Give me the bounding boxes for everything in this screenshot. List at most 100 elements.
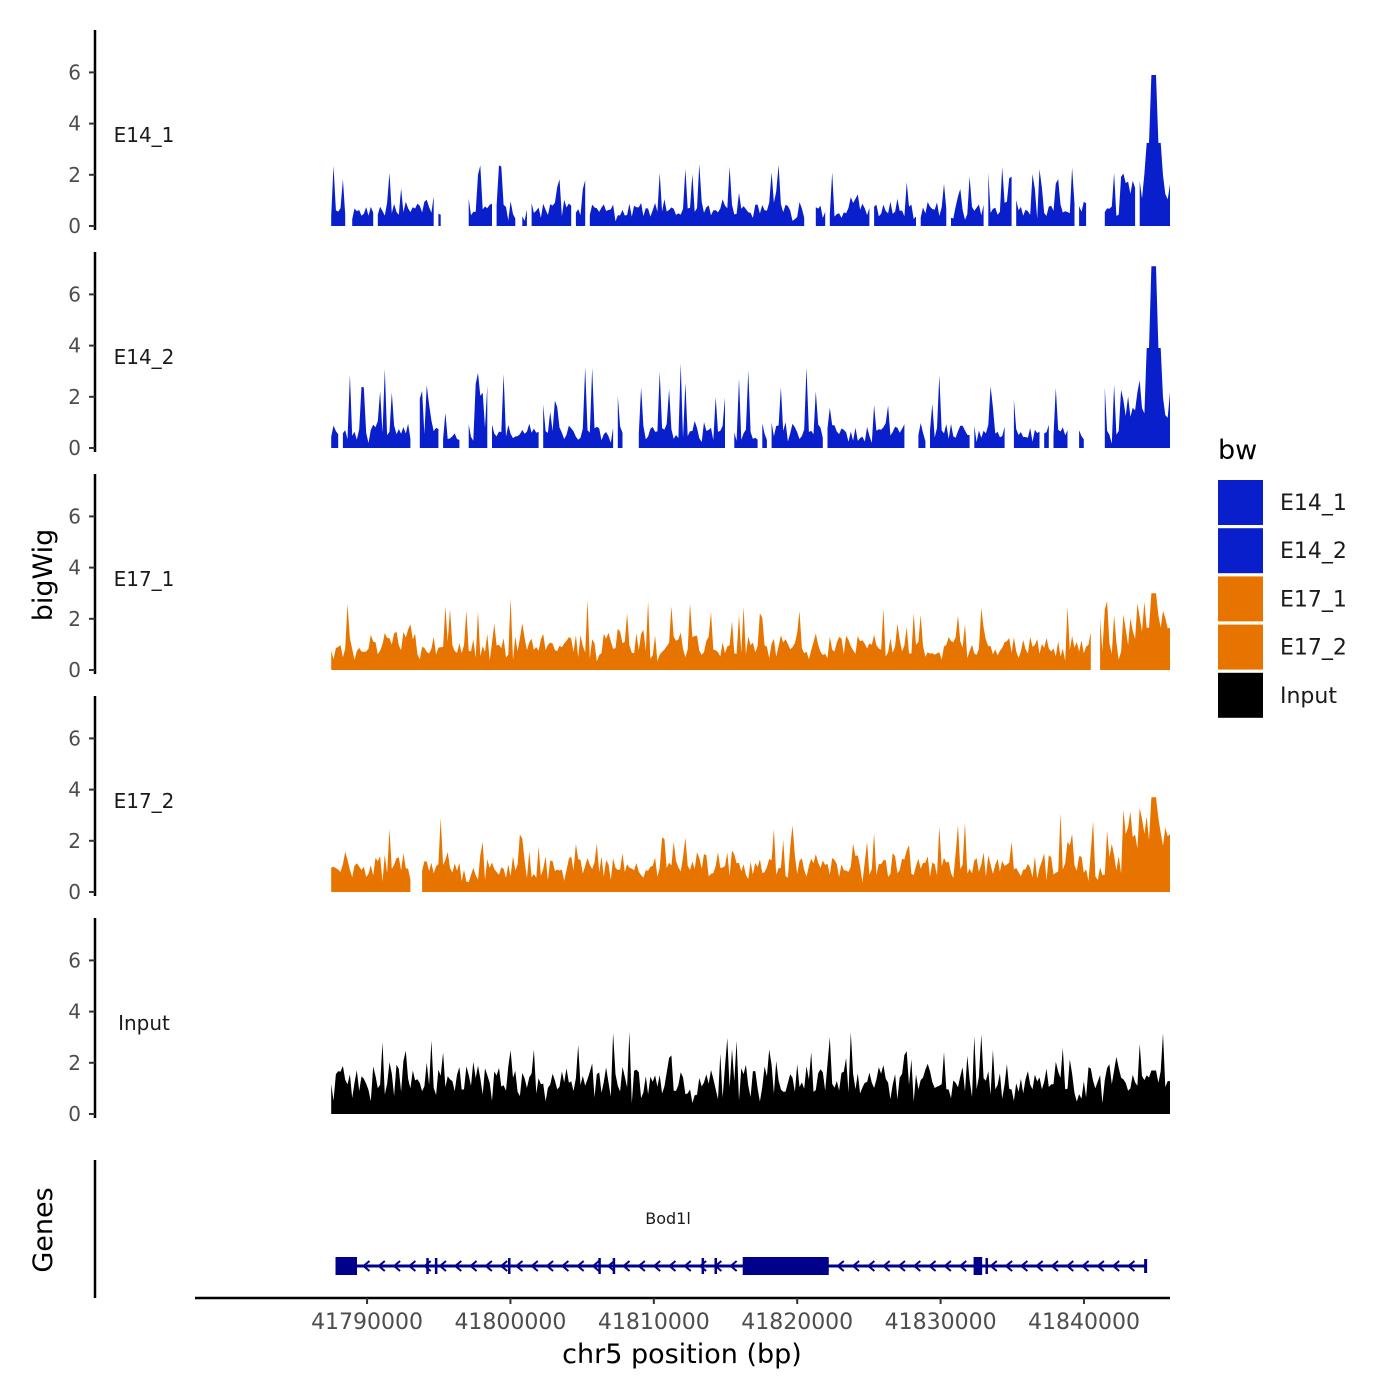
signal-area xyxy=(331,75,1170,226)
signal-area xyxy=(331,593,1170,670)
strand-arrow xyxy=(514,1260,524,1272)
strand-arrow xyxy=(1050,1260,1059,1272)
strand-arrow xyxy=(989,1260,998,1272)
legend-label: E14_1 xyxy=(1280,491,1347,516)
y-tick-label: 6 xyxy=(68,726,81,750)
signal-area xyxy=(331,1031,1170,1114)
x-tick-label: 41800000 xyxy=(454,1310,566,1335)
strand-arrow xyxy=(882,1260,891,1272)
legend-swatch xyxy=(1218,528,1263,574)
strand-arrow xyxy=(698,1260,707,1272)
strand-arrow xyxy=(545,1260,554,1272)
y-tick-label: 6 xyxy=(68,282,81,306)
strand-arrow xyxy=(499,1260,508,1272)
track-e17-2: 0 2 4 6 E17_2 xyxy=(68,696,1170,904)
y-tick-label: 4 xyxy=(68,1000,81,1024)
y-tick-label: 2 xyxy=(68,1051,81,1075)
strand-arrow xyxy=(622,1260,631,1272)
track-input: 0 2 4 6 Input xyxy=(68,918,1170,1126)
x-axis-title: chr5 position (bp) xyxy=(562,1339,802,1370)
strand-arrow xyxy=(484,1260,493,1272)
legend-swatch xyxy=(1218,624,1263,670)
strand-arrow xyxy=(1081,1260,1090,1272)
strand-arrow xyxy=(958,1260,967,1272)
y-tick-label: 2 xyxy=(68,385,81,409)
strand-arrow xyxy=(836,1260,845,1272)
track-label: Input xyxy=(118,1011,170,1035)
x-tick-label: 41790000 xyxy=(311,1310,423,1335)
gene-small-exon xyxy=(714,1258,717,1274)
gene-small-exon xyxy=(508,1258,511,1274)
strand-arrow xyxy=(377,1260,386,1272)
y-tick-label: 6 xyxy=(68,948,81,972)
y-tick-label: 0 xyxy=(68,214,81,238)
y-tick-label: 4 xyxy=(68,334,81,358)
strand-arrow xyxy=(361,1260,371,1272)
x-tick-label: 41830000 xyxy=(885,1310,997,1335)
gene-small-exon xyxy=(985,1258,988,1274)
gene-exon xyxy=(335,1257,358,1275)
track-e14-1: 0 2 4 6 E14_1 xyxy=(68,30,1170,238)
y-tick-label: 0 xyxy=(68,658,81,682)
track-label: E14_2 xyxy=(114,345,175,369)
y-tick-label: 2 xyxy=(68,163,81,187)
strand-arrow xyxy=(683,1260,692,1272)
x-tick-label: 41810000 xyxy=(598,1310,710,1335)
legend: bw E14_1 E14_2 E17_1 E17_2 Input xyxy=(1218,435,1347,718)
strand-arrow xyxy=(1004,1260,1013,1272)
track-label: E17_1 xyxy=(114,567,175,591)
strand-arrow xyxy=(530,1260,539,1272)
legend-swatch xyxy=(1218,576,1263,622)
strand-arrow xyxy=(1035,1260,1044,1272)
gene-small-exon xyxy=(426,1258,429,1274)
y-tick-label: 0 xyxy=(68,1102,81,1126)
strand-arrow xyxy=(591,1260,600,1272)
x-axis: 41790000 41800000 41810000 41820000 41830000… xyxy=(195,1296,1170,1335)
strand-arrow xyxy=(729,1260,738,1272)
tracks-layer: 0 2 4 6 E14_1 0 2 4 6 E14_2 0 2 4 6 E17_1 0 2 4 6 E17_2 0 2 4 6… xyxy=(68,30,1170,1126)
y-tick-label: 6 xyxy=(68,504,81,528)
strand-arrow xyxy=(1019,1260,1029,1272)
strand-arrow xyxy=(851,1260,860,1272)
strand-arrow xyxy=(1096,1260,1105,1272)
x-tick-label: 41840000 xyxy=(1028,1310,1140,1335)
gene-small-exon xyxy=(612,1258,616,1274)
legend-label: E17_2 xyxy=(1280,636,1347,661)
legend-label: E17_1 xyxy=(1280,587,1347,612)
strand-arrow xyxy=(637,1260,646,1272)
gene-exon xyxy=(742,1257,829,1275)
y-tick-label: 4 xyxy=(68,778,81,802)
strand-arrow xyxy=(1065,1260,1074,1272)
y-axis-title: bigWig xyxy=(28,529,59,622)
legend-label: Input xyxy=(1280,684,1337,709)
track-e17-1: 0 2 4 6 E17_1 xyxy=(68,474,1170,682)
signal-area xyxy=(331,797,1170,892)
strand-arrow xyxy=(560,1260,570,1272)
strand-arrow xyxy=(912,1260,921,1272)
strand-arrow xyxy=(576,1260,585,1272)
track-label: E17_2 xyxy=(114,789,175,813)
strand-arrow xyxy=(1111,1260,1120,1272)
y-tick-label: 2 xyxy=(68,829,81,853)
legend-label: E14_2 xyxy=(1280,539,1347,564)
strand-arrow xyxy=(407,1260,417,1272)
gene-small-exon xyxy=(434,1258,438,1274)
strand-arrow xyxy=(1126,1260,1136,1272)
y-tick-label: 2 xyxy=(68,607,81,631)
gene-small-exon xyxy=(598,1258,601,1274)
y-tick-label: 0 xyxy=(68,880,81,904)
gene-track: Bod1l xyxy=(93,1160,1148,1298)
strand-arrow xyxy=(438,1260,447,1272)
strand-arrow xyxy=(866,1260,876,1272)
genes-track-title: Genes xyxy=(28,1187,59,1272)
legend-swatch xyxy=(1218,672,1263,718)
y-tick-label: 4 xyxy=(68,556,81,580)
strand-arrow xyxy=(652,1260,661,1272)
legend-swatch xyxy=(1218,480,1263,525)
gene-name-label: Bod1l xyxy=(645,1209,691,1228)
strand-arrow xyxy=(943,1260,952,1272)
strand-arrow xyxy=(897,1260,906,1272)
strand-arrow xyxy=(606,1260,615,1272)
track-label: E14_1 xyxy=(114,123,175,147)
